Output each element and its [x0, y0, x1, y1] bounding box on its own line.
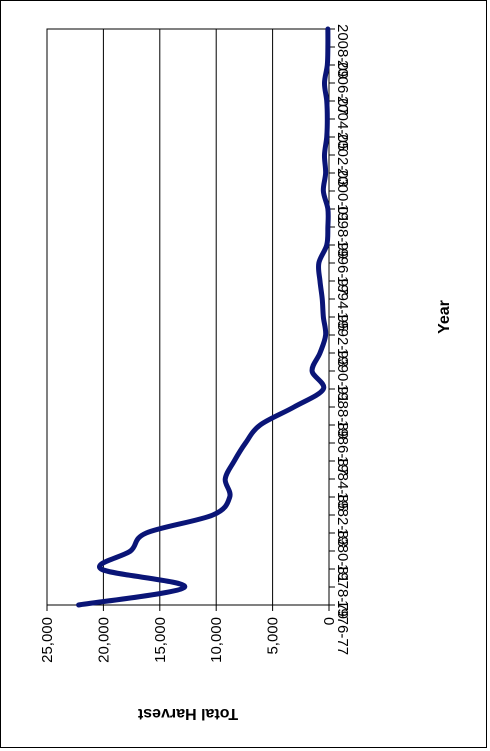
category-tick-label: 1988-89: [334, 384, 351, 439]
value-tick-label: 10,000: [208, 617, 225, 663]
category-tick-label: 1984-85: [334, 456, 351, 511]
category-tick-label: 1996-97: [334, 240, 351, 295]
value-tick-label: 0: [321, 617, 338, 625]
y-axis-title: Total Harvest: [137, 705, 238, 722]
series-line: [76, 26, 331, 608]
value-tick-label: 5,000: [265, 617, 282, 655]
category-tick-label: 2008-09: [334, 24, 351, 79]
plot-area: [46, 28, 330, 606]
value-tick-label: 25,000: [39, 617, 56, 663]
category-tick-label: 2000-01: [334, 168, 351, 223]
category-tick-label: 1998-99: [334, 204, 351, 259]
category-tick-label: 2004-05: [334, 96, 351, 151]
category-tick-label: 2006-07: [334, 60, 351, 115]
value-tick-label: 15,000: [152, 617, 169, 663]
category-tick-label: 1982-83: [334, 492, 351, 547]
x-axis-title: Year: [436, 300, 453, 334]
category-tick-label: 1978-79: [334, 564, 351, 619]
category-tick-label: 1990-91: [334, 348, 351, 403]
value-tick-label: 20,000: [95, 617, 112, 663]
category-tick-label: 1986-87: [334, 420, 351, 475]
category-tick-label: 1992-93: [334, 312, 351, 367]
category-tick-label: 1994-95: [334, 276, 351, 331]
category-tick-label: 1980-81: [334, 528, 351, 583]
category-tick-label: 2002-03: [334, 132, 351, 187]
category-tick-label: 1976-77: [334, 600, 351, 655]
